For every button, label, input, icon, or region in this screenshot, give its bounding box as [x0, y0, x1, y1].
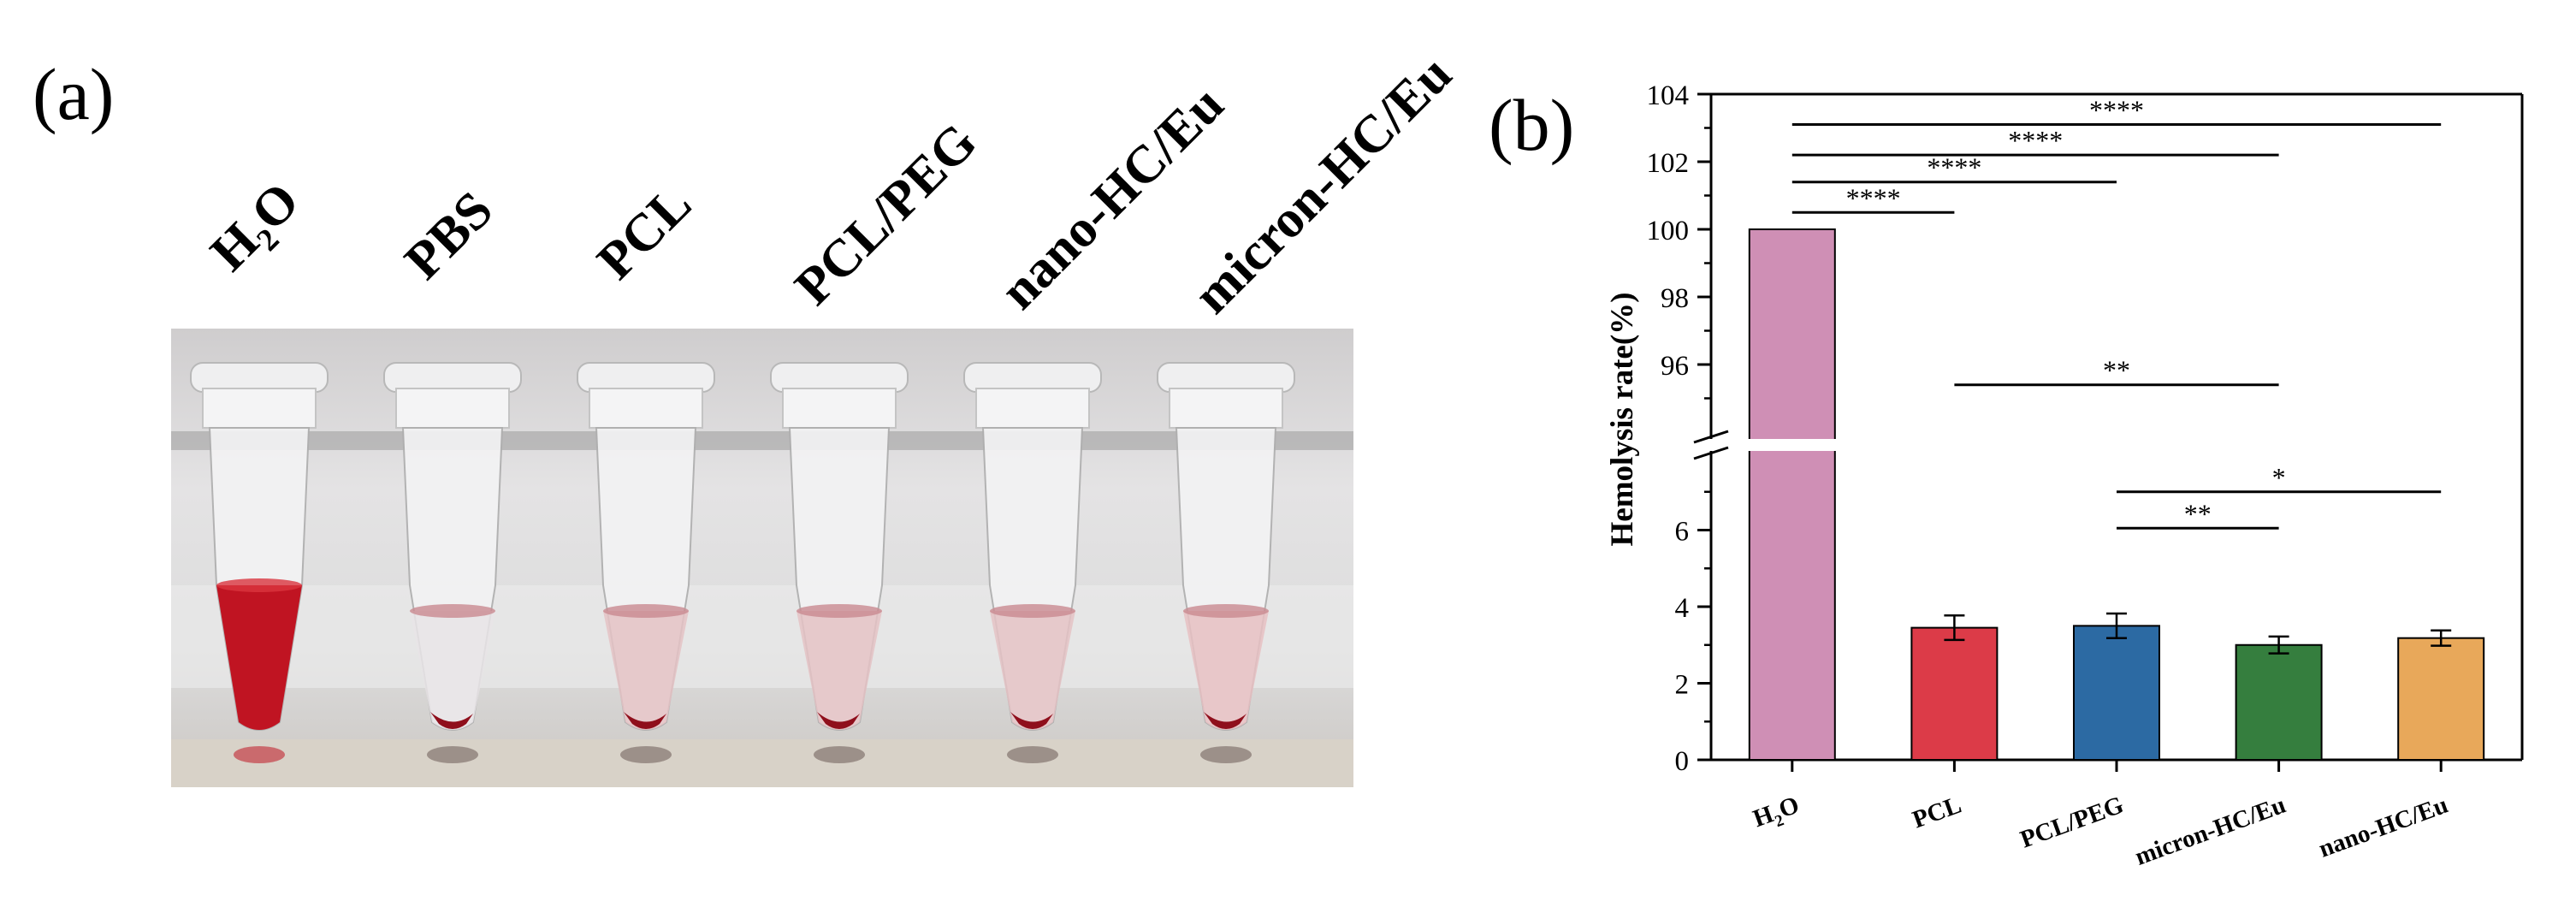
hemolysis-bar-chart: Hemolysis rate(%) 0 2 4 6 96 98 100 102 104 H2O PC… [1605, 80, 2524, 871]
significance-stars-4: ** [2103, 355, 2130, 386]
tube-label-pcl-peg: PCL/PEG [784, 112, 988, 317]
hemolysis-tubes-photo [171, 329, 1353, 787]
significance-stars-5: * [2272, 462, 2286, 493]
tube-label-micron-hc-eu: micron-HC/Eu [1182, 44, 1463, 325]
y-tick-label-6: 6 [1675, 517, 1690, 548]
tube-label-pbs: PBS [394, 181, 504, 291]
panel-b-label: (b) [1489, 84, 1575, 166]
significance-stars-1: **** [2008, 125, 2063, 156]
axis-break-gap [1685, 439, 1844, 451]
significance-stars-3: **** [1846, 182, 1901, 213]
tube-pbs [383, 362, 522, 763]
bar-3 [2235, 643, 2323, 761]
tube-label-h2o: H2O [199, 171, 311, 282]
tube-label-pcl: PCL [586, 174, 703, 291]
y-tick-label-2: 2 [1675, 670, 1690, 701]
bar-1 [1910, 626, 1999, 761]
x-tick-label-2: PCL/PEG [2016, 792, 2127, 854]
tube-nano-hc-eu [963, 362, 1102, 763]
y-tick-label-96: 96 [1661, 351, 1689, 382]
significance-stars-6: ** [2184, 498, 2212, 529]
y-tick-label-0: 0 [1675, 746, 1690, 777]
y-tick-label-104: 104 [1647, 80, 1690, 111]
axis-break-mark-upper [1693, 430, 1729, 444]
y-tick-label-98: 98 [1661, 283, 1689, 314]
x-tick-label-4: nano-HC/Eu [2315, 792, 2451, 863]
significance-stars-0: **** [2089, 95, 2144, 126]
x-tick-label-3: micron-HC/Eu [2131, 792, 2289, 871]
tube-micron-hc-eu [1157, 362, 1295, 763]
x-tick-label-0: H2O [1750, 792, 1804, 838]
axis-break-mark-lower [1693, 446, 1729, 460]
bar-2 [2073, 625, 2160, 761]
y-tick-label-100: 100 [1647, 216, 1690, 246]
bar-4 [2397, 637, 2485, 761]
y-tick-label-4: 4 [1675, 593, 1690, 624]
y-tick-label-102: 102 [1647, 148, 1690, 179]
tube-pcl [577, 362, 715, 763]
tube-pcl-peg [770, 362, 909, 763]
y-axis-label: Hemolysis rate(%) [1605, 293, 1640, 547]
tube-h2o [190, 362, 329, 763]
panel-a-label: (a) [33, 53, 115, 135]
significance-stars-2: **** [1927, 152, 1981, 183]
bar-0 [1748, 228, 1836, 761]
x-tick-label-1: PCL [1909, 792, 1964, 834]
